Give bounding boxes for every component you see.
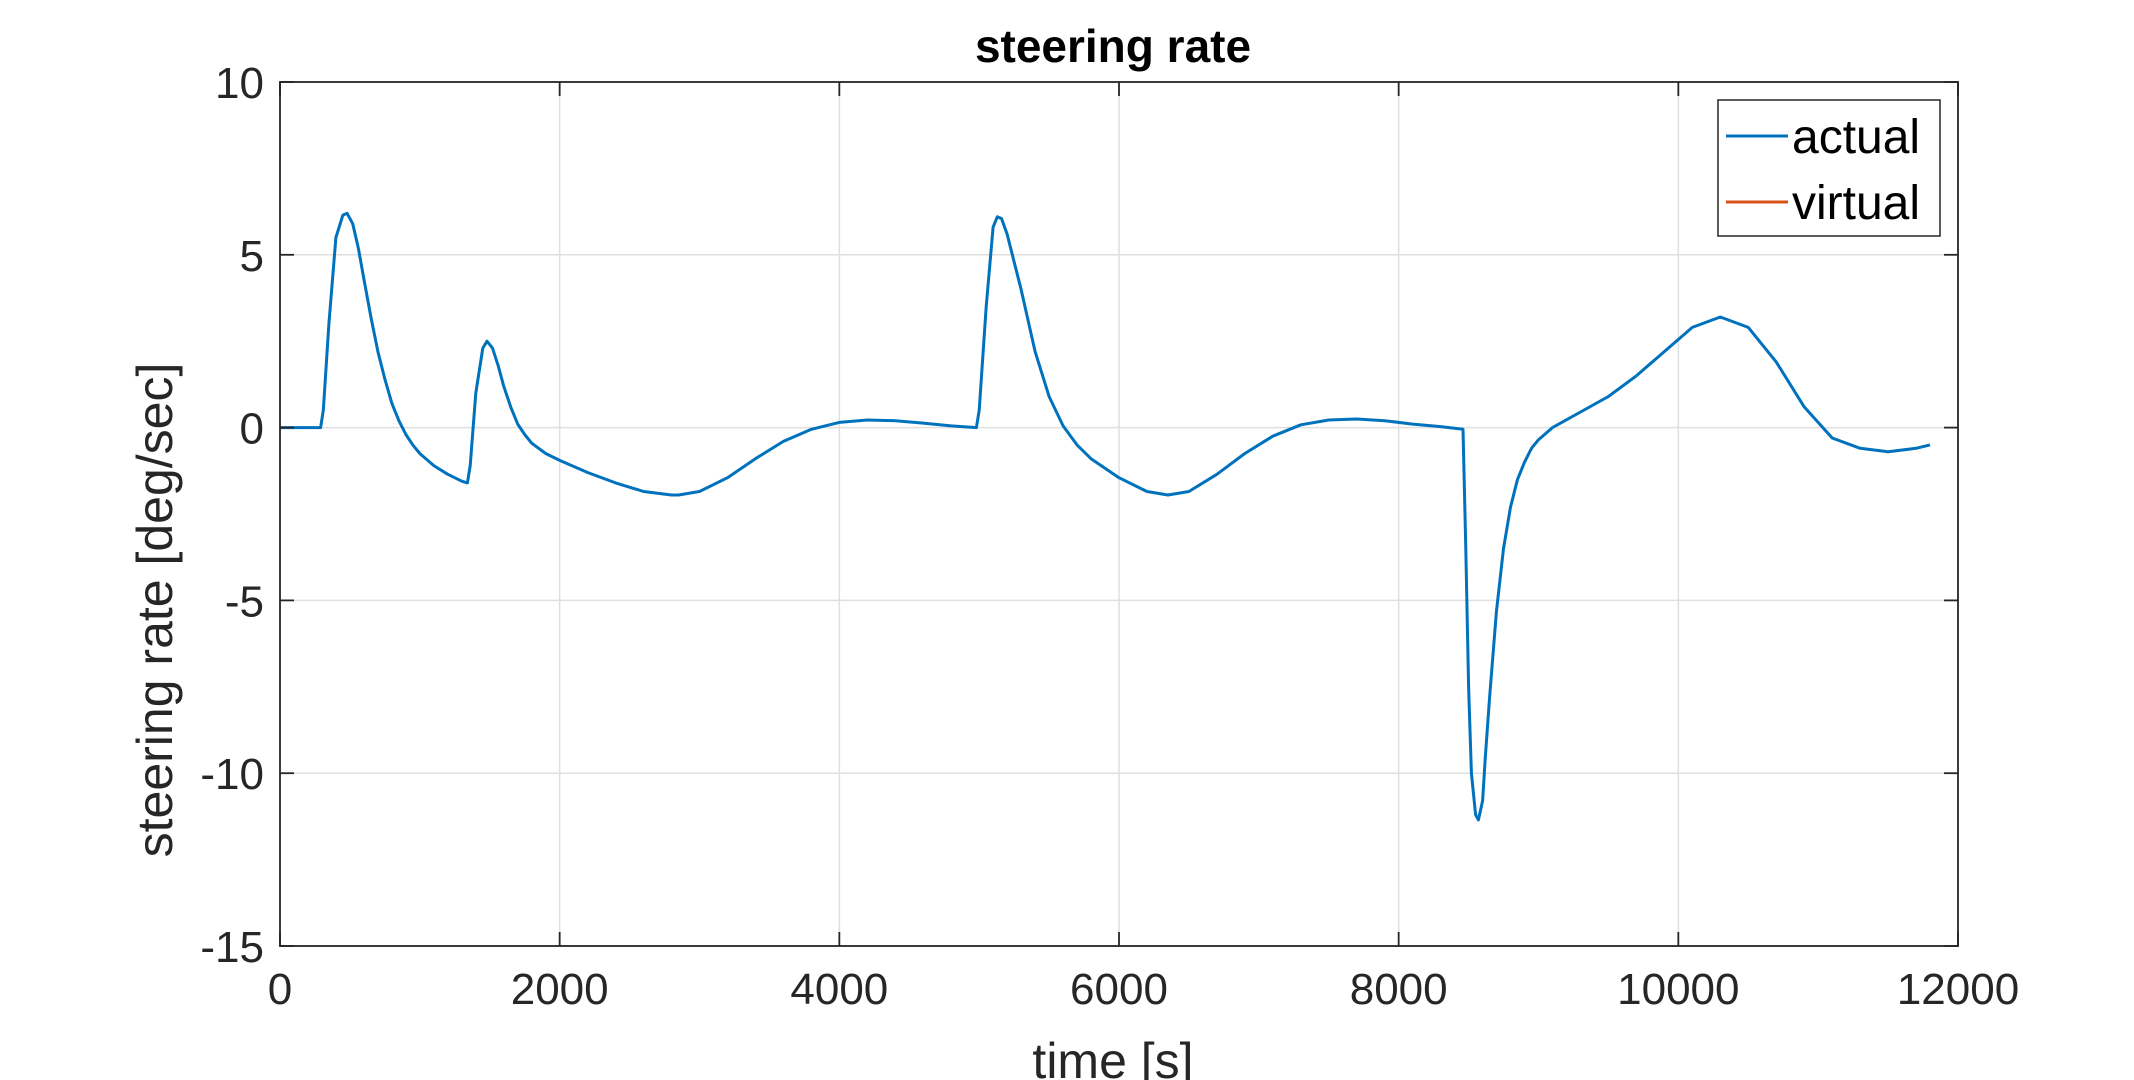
- x-tick-label: 8000: [1350, 965, 1448, 1014]
- x-axis-label: time [s]: [1032, 1033, 1193, 1080]
- chart-title: steering rate: [975, 20, 1251, 72]
- axis-ticks: 0 2000 4000 6000 8000 10000 12000 10 5 0 -5 -10 -15: [200, 59, 2019, 1014]
- legend-label-virtual: virtual: [1792, 177, 1920, 230]
- x-tick-label: 4000: [790, 965, 888, 1014]
- x-tick-label: 0: [268, 965, 292, 1014]
- y-tick-label: 5: [240, 232, 264, 281]
- x-tick-label: 10000: [1617, 965, 1739, 1014]
- legend-box: [1717, 99, 1941, 237]
- y-tick-label: -5: [225, 577, 264, 626]
- y-tick-label: 10: [215, 59, 264, 108]
- y-axis-label: steering rate [deg/sec]: [127, 363, 183, 858]
- series-line-actual: [280, 211, 1931, 822]
- grid-lines: [279, 81, 1959, 947]
- series-layer: [280, 211, 1931, 822]
- y-tick-label: -15: [200, 923, 264, 972]
- x-tick-label: 2000: [511, 965, 609, 1014]
- legend: actual virtual: [1717, 99, 1941, 237]
- legend-label-actual: actual: [1792, 111, 1920, 164]
- y-tick-label: -10: [200, 750, 264, 799]
- x-tick-label: 6000: [1070, 965, 1168, 1014]
- x-tick-label: 12000: [1897, 965, 2019, 1014]
- y-tick-label: 0: [240, 405, 264, 454]
